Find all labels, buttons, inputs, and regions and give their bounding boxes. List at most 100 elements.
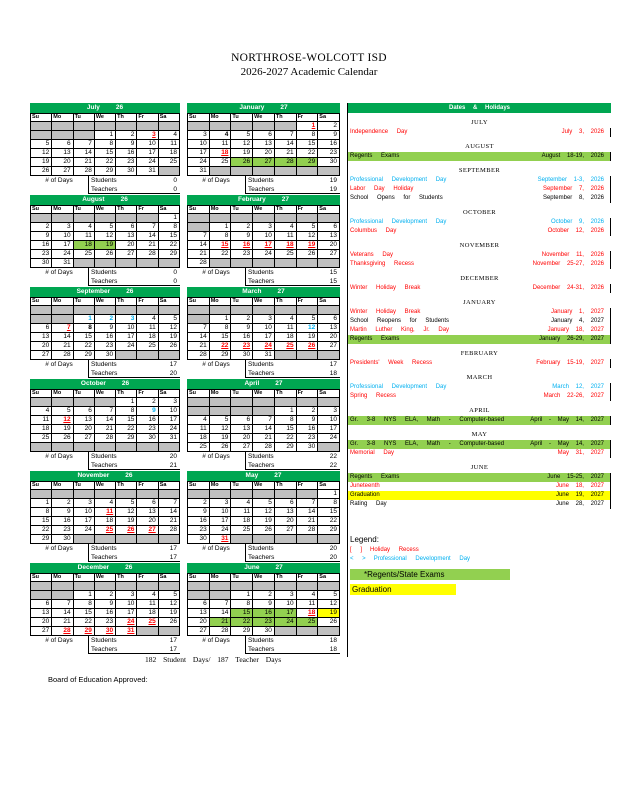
day-cell: 8 [116, 407, 138, 416]
day-cell: 1 [231, 591, 254, 600]
month-calendar-february: February 27 Su Mo Tu We Th Fr Sa 1 2 3 4 5 6 7 8 9 10 11 12 1… [187, 195, 340, 286]
day-cell: 30 [137, 434, 159, 443]
days-count-footer: # of Days Students 17 Teachers 20 [30, 360, 180, 378]
day-cell: 28 [253, 443, 275, 452]
event-label: Rating Day [350, 501, 387, 507]
event-row: Martin Luther King, Jr. Day January 18, 2… [348, 326, 610, 335]
day-cell: 30 [231, 351, 254, 360]
event-label: Labor Day Holiday [350, 186, 414, 192]
day-cell: 1 [209, 315, 232, 324]
teachers-count-box: Teachers 17 [88, 645, 180, 654]
day-cell: 3 [209, 499, 232, 508]
week-row [31, 443, 180, 452]
day-cell: 3 [116, 591, 138, 600]
weekday-label: Mo [209, 298, 232, 306]
students-count-value: 17 [169, 361, 177, 368]
event-row: Winter Holiday Break December 24-31, 2026 [348, 284, 610, 293]
day-cell: 9 [231, 232, 254, 241]
event-date: June 15-25, 2027 [547, 474, 604, 480]
holiday-bracket-symbol: [ ] [350, 547, 363, 553]
teachers-count-row: Teachers 18 [187, 369, 340, 378]
students-count-row: # of Days Students 0 [30, 176, 180, 185]
events-month-heading: MARCH [466, 374, 493, 381]
month-year: 26 [120, 196, 128, 203]
students-count-row: # of Days Students 20 [187, 544, 340, 553]
week-row: 19 20 21 22 23 24 25 [31, 158, 180, 167]
teachers-label: Teachers [91, 186, 118, 193]
event-label: Presidents' Week Recess [350, 360, 433, 366]
event-date: June 18, 2027 [555, 483, 604, 489]
day-cell: 15 [158, 232, 180, 241]
day-cell: 19 [158, 333, 180, 342]
num-days-label: # of Days [45, 177, 73, 184]
day-cell: 9 [94, 600, 117, 609]
day-cell: 22 [318, 517, 340, 526]
month-name: September [76, 288, 111, 295]
day-cell: 7 [52, 324, 74, 333]
day-cell: 28 [94, 434, 117, 443]
day-cell: 1 [274, 407, 297, 416]
day-cell: 4 [31, 407, 53, 416]
day-cell [158, 306, 180, 315]
day-cell: 8 [73, 600, 95, 609]
day-cell: 15 [209, 333, 232, 342]
day-cell [158, 535, 180, 544]
weekday-label: Sa [318, 574, 340, 582]
month-calendar-july: July 26 Su Mo Tu We Th Fr Sa 1 2 3 4 5 6 7 8 9 10 11 12 13 14 1… [30, 103, 180, 194]
day-cell: 7 [188, 232, 210, 241]
day-cell: 2 [31, 223, 53, 232]
day-cell: 9 [52, 508, 74, 517]
day-cell [318, 582, 340, 591]
day-cell: 12 [253, 508, 275, 517]
weekday-header-row: Su Mo Tu We Th Fr Sa [187, 481, 340, 490]
teachers-label: Teachers [91, 370, 118, 377]
weekday-header-row: Su Mo Tu We Th Fr Sa [30, 297, 180, 306]
event-row: Juneteenth June 18, 2027 [348, 482, 610, 491]
weekday-label: Tu [231, 114, 254, 122]
day-cell [188, 223, 210, 232]
event-label: Gr. 3-8 NYS ELA, Math - Computer-based [350, 441, 505, 447]
day-cell: 18 [94, 517, 117, 526]
day-cell: 23 [188, 526, 210, 535]
students-count-box: Students 17 [88, 544, 180, 553]
day-cell [274, 167, 297, 176]
num-days-spacer [30, 461, 88, 470]
day-cell: 24 [137, 158, 159, 167]
day-cell: 13 [253, 140, 275, 149]
day-cell [52, 315, 74, 324]
day-cell [296, 582, 319, 591]
day-cell: 11 [188, 425, 210, 434]
day-cell: 10 [52, 232, 74, 241]
day-cell [231, 167, 254, 176]
day-cell: 31 [52, 259, 74, 268]
day-cell: 29 [94, 167, 117, 176]
event-date: March 22-26, 2027 [543, 393, 604, 399]
day-cell: 29 [116, 434, 138, 443]
students-count-row: # of Days Students 20 [30, 452, 180, 461]
week-row: 26 27 28 29 30 31 [31, 167, 180, 176]
week-row: 27 28 29 30 [31, 351, 180, 360]
day-cell [158, 627, 180, 636]
weekday-label: We [94, 390, 117, 398]
students-label: Students [91, 637, 117, 644]
event-row: Rating Day June 28, 2027 [348, 500, 610, 509]
events-rows: Professional Development Day September 1-… [348, 176, 611, 203]
week-row: 9 10 11 12 13 14 15 [188, 508, 340, 517]
week-row: 16 17 18 19 20 21 22 [188, 517, 340, 526]
day-cell: 21 [52, 342, 74, 351]
day-cell: 21 [188, 342, 210, 351]
day-cell: 4 [158, 131, 180, 140]
week-row: 11 12 13 14 15 16 17 [188, 425, 340, 434]
day-cell: 11 [274, 324, 297, 333]
day-cell [137, 535, 159, 544]
teachers-count-value: 0 [173, 278, 177, 285]
day-cell: 2 [137, 398, 159, 407]
day-cell [116, 214, 138, 223]
day-cell [274, 535, 297, 544]
day-cell: 8 [31, 508, 53, 517]
day-cell: 30 [253, 627, 275, 636]
day-cell: 9 [137, 407, 159, 416]
week-row: 6 7 8 9 10 11 12 [31, 324, 180, 333]
